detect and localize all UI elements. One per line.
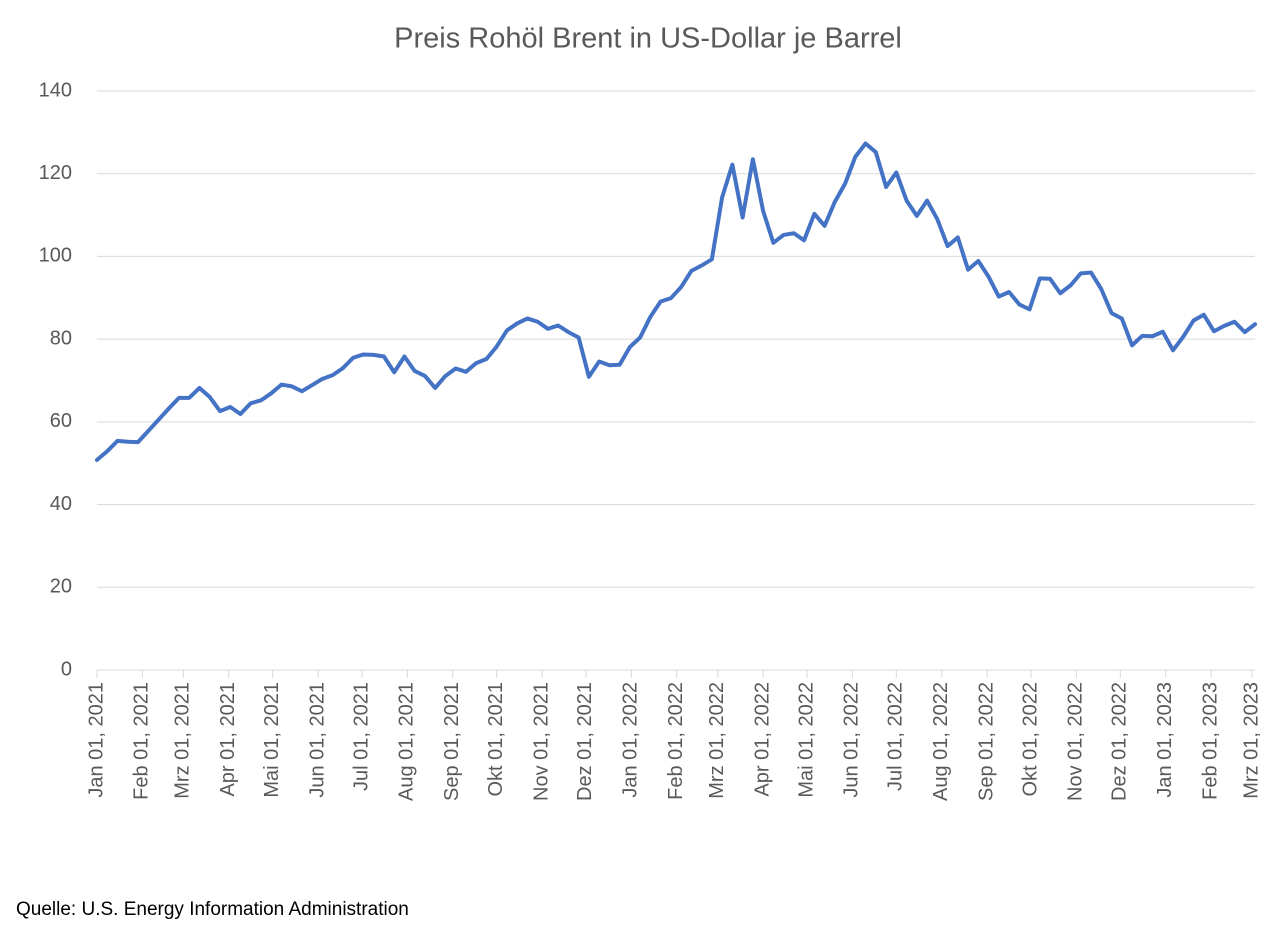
x-tick-label: Dez 01, 2021	[574, 682, 596, 801]
y-tick-label: 20	[50, 576, 72, 598]
x-tick-label: Apr 01, 2022	[751, 682, 773, 797]
x-tick-label: Aug 01, 2021	[396, 682, 418, 801]
y-tick-label: 60	[50, 410, 72, 432]
y-tick-label: 0	[61, 658, 72, 680]
x-tick-label: Jan 01, 2021	[85, 682, 107, 798]
y-tick-label: 80	[50, 327, 72, 349]
x-tick-label: Apr 01, 2021	[217, 682, 239, 797]
x-tick-label: Sep 01, 2022	[975, 682, 997, 801]
y-tick-label: 140	[39, 79, 72, 101]
x-tick-label: Mrz 01, 2021	[172, 682, 194, 799]
x-tick-label: Jul 01, 2021	[350, 682, 372, 791]
x-tick-label: Feb 01, 2021	[131, 682, 153, 800]
x-tick-label: Mai 01, 2021	[261, 682, 283, 798]
x-tick-label: Nov 01, 2022	[1065, 682, 1087, 801]
x-tick-label: Jan 01, 2023	[1154, 682, 1176, 798]
x-tick-label: Jun 01, 2021	[306, 682, 328, 798]
y-tick-label: 40	[50, 493, 72, 515]
x-tick-label: Okt 01, 2021	[485, 682, 507, 797]
x-tick-label: Feb 01, 2022	[665, 682, 687, 800]
x-tick-label: Aug 01, 2022	[930, 682, 952, 801]
data-line	[95, 141, 1257, 462]
x-tick-label: Dez 01, 2022	[1109, 682, 1131, 801]
x-tick-label: Jun 01, 2022	[841, 682, 863, 798]
y-tick-label: 120	[39, 162, 72, 184]
x-tick-label: Feb 01, 2023	[1199, 682, 1221, 800]
source-note: Quelle: U.S. Energy Information Administ…	[16, 899, 409, 920]
x-tick-label: Mrz 01, 2022	[706, 682, 728, 799]
x-tick-label: Okt 01, 2022	[1019, 682, 1041, 797]
chart-title: Preis Rohöl Brent in US-Dollar je Barrel	[394, 23, 902, 55]
x-tick-label: Nov 01, 2021	[530, 682, 552, 801]
x-tick-label: Jan 01, 2022	[620, 682, 642, 798]
x-tick-label: Mrz 01, 2023	[1240, 682, 1262, 799]
y-tick-label: 100	[39, 245, 72, 267]
x-tick-label: Sep 01, 2021	[441, 682, 463, 801]
x-tick-label: Jul 01, 2022	[885, 682, 907, 791]
x-tick-label: Mai 01, 2022	[795, 682, 817, 798]
